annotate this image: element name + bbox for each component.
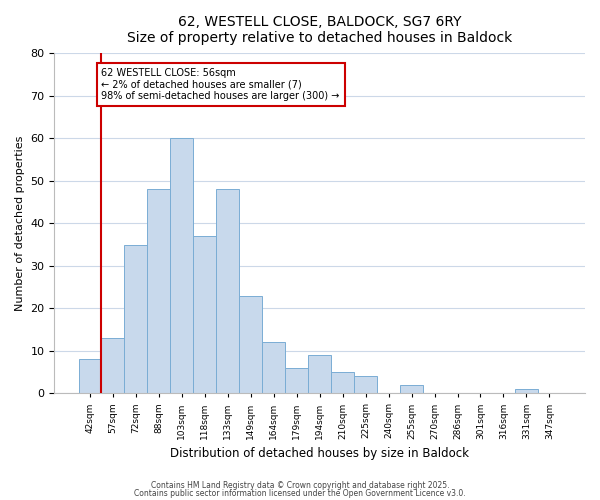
Bar	[308, 355, 331, 394]
Text: 62 WESTELL CLOSE: 56sqm
← 2% of detached houses are smaller (7)
98% of semi-deta: 62 WESTELL CLOSE: 56sqm ← 2% of detached…	[101, 68, 340, 102]
Bar	[285, 368, 308, 394]
Bar	[79, 360, 101, 394]
Bar	[170, 138, 193, 394]
Bar	[148, 190, 170, 394]
Bar	[262, 342, 285, 394]
Bar	[101, 338, 124, 394]
Bar	[331, 372, 354, 394]
Title: 62, WESTELL CLOSE, BALDOCK, SG7 6RY
Size of property relative to detached houses: 62, WESTELL CLOSE, BALDOCK, SG7 6RY Size…	[127, 15, 512, 45]
Text: Contains HM Land Registry data © Crown copyright and database right 2025.: Contains HM Land Registry data © Crown c…	[151, 480, 449, 490]
Bar	[193, 236, 217, 394]
Bar	[217, 190, 239, 394]
Bar	[400, 385, 423, 394]
Bar	[124, 244, 148, 394]
Bar	[354, 376, 377, 394]
Bar	[515, 389, 538, 394]
Bar	[239, 296, 262, 394]
Y-axis label: Number of detached properties: Number of detached properties	[15, 136, 25, 311]
X-axis label: Distribution of detached houses by size in Baldock: Distribution of detached houses by size …	[170, 447, 469, 460]
Text: Contains public sector information licensed under the Open Government Licence v3: Contains public sector information licen…	[134, 489, 466, 498]
